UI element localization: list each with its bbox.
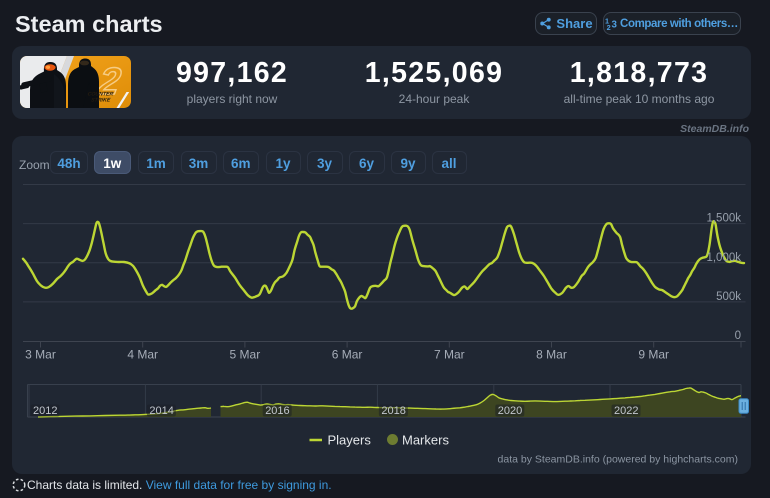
svg-text:3: 3 <box>612 20 618 30</box>
svg-text:2020: 2020 <box>498 405 522 417</box>
svg-text:2012: 2012 <box>33 405 57 417</box>
svg-text:500k: 500k <box>716 291 741 303</box>
svg-text:2016: 2016 <box>265 405 289 417</box>
svg-text:0: 0 <box>735 330 741 342</box>
svg-text:8 Mar: 8 Mar <box>536 348 567 362</box>
svg-text:2: 2 <box>607 23 611 30</box>
svg-text:7 Mar: 7 Mar <box>434 348 465 362</box>
svg-text:2022: 2022 <box>614 405 638 417</box>
svg-text:6 Mar: 6 Mar <box>332 348 363 362</box>
svg-text:1: 1 <box>605 17 609 26</box>
svg-text:3 Mar: 3 Mar <box>25 348 56 362</box>
svg-text:data by SteamDB.info (powered: data by SteamDB.info (powered by highcha… <box>498 454 738 466</box>
svg-text:1,500k: 1,500k <box>706 213 741 225</box>
svg-text:COUNTER: COUNTER <box>87 92 114 98</box>
svg-text:2014: 2014 <box>149 405 173 417</box>
svg-text:2018: 2018 <box>381 405 405 417</box>
svg-text:Markers: Markers <box>402 433 449 448</box>
svg-text:9 Mar: 9 Mar <box>638 348 669 362</box>
svg-text:Players: Players <box>328 433 372 448</box>
svg-text:5 Mar: 5 Mar <box>230 348 261 362</box>
svg-text:STRIKE: STRIKE <box>91 98 112 104</box>
svg-text:4 Mar: 4 Mar <box>127 348 158 362</box>
svg-text:1,000k: 1,000k <box>706 252 741 264</box>
